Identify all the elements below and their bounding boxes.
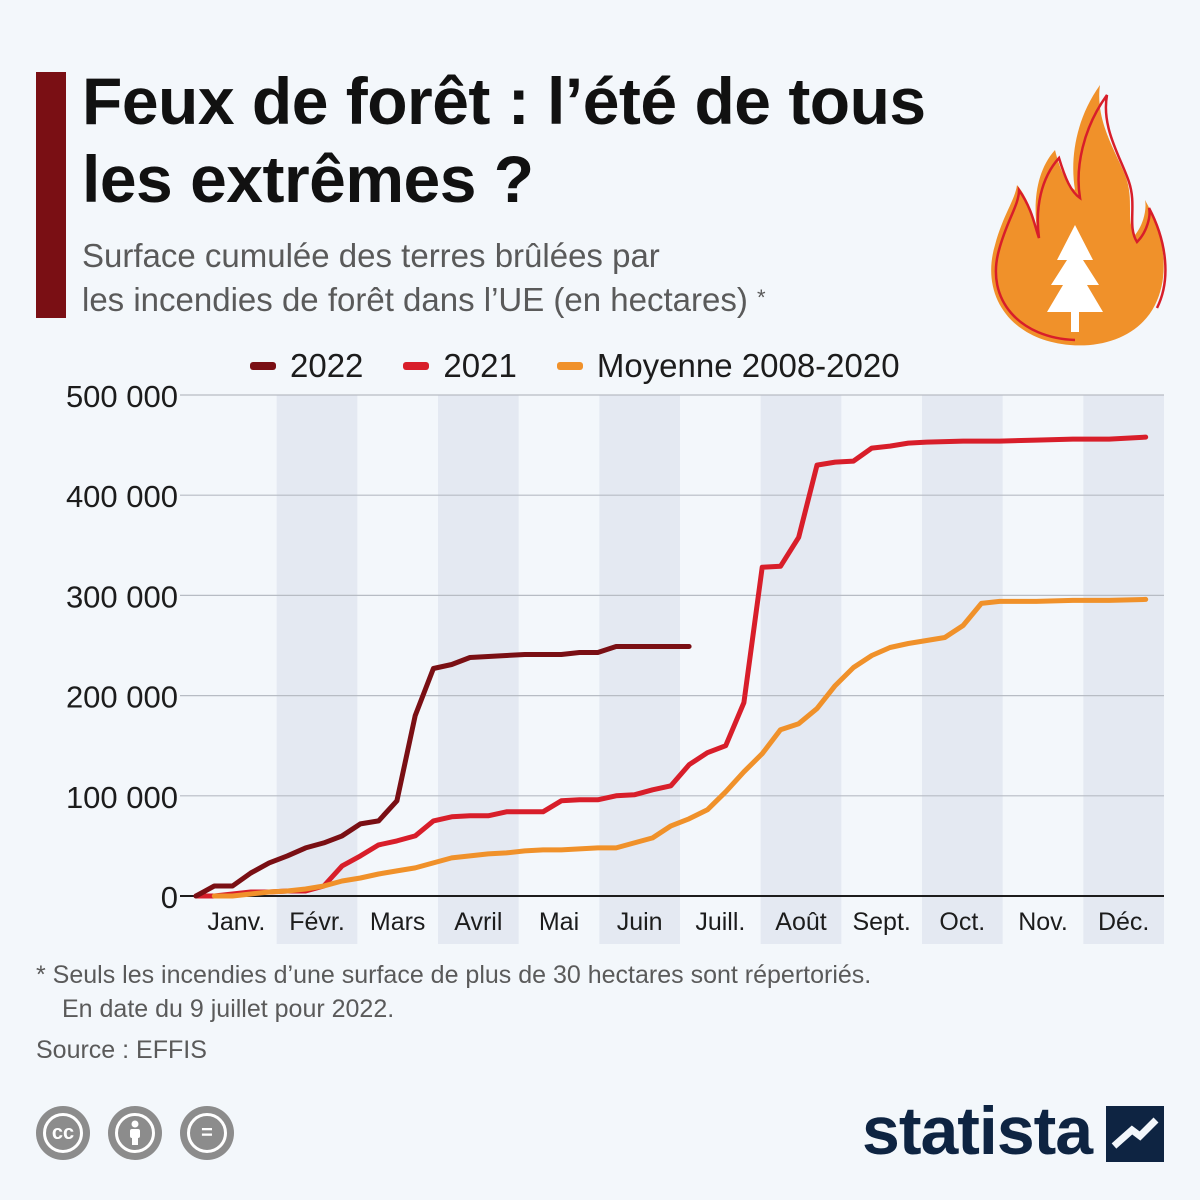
subtitle: Surface cumulée des terres brûlées par l…: [82, 234, 942, 322]
y-tick-label: 300 000: [66, 579, 178, 614]
subtitle-line-1: Surface cumulée des terres brûlées par: [82, 237, 660, 274]
x-tick-label: Nov.: [1018, 908, 1068, 936]
month-band-10: [922, 395, 1003, 944]
legend-item-2021: 2021: [403, 347, 517, 385]
no-derivatives-icon[interactable]: =: [180, 1106, 234, 1160]
footnote: * Seuls les incendies d’une surface de p…: [36, 958, 1156, 1026]
attribution-icon-ring: [115, 1113, 155, 1153]
legend-item-average: Moyenne 2008-2020: [556, 347, 900, 385]
x-tick-label: Oct.: [939, 908, 985, 936]
attribution-icon[interactable]: [108, 1106, 162, 1160]
month-band-12: [1083, 395, 1164, 944]
month-band-4: [438, 395, 519, 944]
x-tick-label: Sept.: [852, 908, 910, 936]
x-tick-label: Mars: [370, 908, 426, 936]
legend-swatch-2022: [250, 362, 276, 370]
x-tick-label: Juill.: [695, 908, 745, 936]
y-tick-label: 0: [161, 880, 178, 915]
legend-swatch-average: [556, 362, 583, 370]
no-derivatives-icon-label: =: [187, 1113, 227, 1153]
legend-swatch-2021: [403, 362, 430, 370]
x-tick-label: Août: [775, 908, 826, 936]
month-band-6: [599, 395, 680, 944]
cc-icon[interactable]: cc: [36, 1106, 90, 1160]
page-title: Feux de forêt : l’été de tous les extrêm…: [82, 64, 926, 216]
legend-item-2022: 2022: [250, 347, 363, 385]
person-icon: [130, 1120, 140, 1145]
x-tick-label: Juin: [617, 908, 663, 936]
subtitle-line-2: les incendies de forêt dans l’UE (en hec…: [82, 281, 748, 318]
x-tick-label: Mai: [539, 908, 579, 936]
y-tick-label: 100 000: [66, 780, 178, 815]
series-line-average: [211, 596, 1149, 899]
x-tick-label: Avril: [454, 908, 502, 936]
x-tick-label: Févr.: [289, 908, 345, 936]
forest-fire-icon: [991, 85, 1167, 346]
footnote-line-2: En date du 9 juillet pour 2022.: [62, 995, 395, 1023]
legend-label-average: Moyenne 2008-2020: [596, 347, 900, 384]
y-tick-label: 400 000: [66, 479, 178, 514]
month-band-8: [760, 395, 842, 944]
license-icons: cc =: [36, 1106, 252, 1160]
x-tick-label: Déc.: [1098, 908, 1149, 936]
legend-label-2021: 2021: [443, 347, 517, 384]
subtitle-footnote-mark: *: [757, 285, 766, 310]
statista-logo-icon[interactable]: [1106, 1106, 1164, 1162]
cc-icon-label: cc: [43, 1113, 83, 1153]
chart-legend: 2022 2021 Moyenne 2008-2020: [250, 344, 940, 388]
footnote-line-1: * Seuls les incendies d’une surface de p…: [36, 961, 872, 989]
title-accent-bar: [36, 72, 66, 318]
line-chart: 0 100 000 200 000 300 000 400 000 500 000 Janv…: [66, 380, 1164, 944]
series-line-2021: [193, 434, 1149, 899]
x-tick-label: Janv.: [207, 908, 265, 936]
legend-label-2022: 2022: [290, 347, 364, 384]
source-text: Source : EFFIS: [36, 1036, 207, 1064]
y-tick-label: 500 000: [66, 380, 178, 414]
series-line-2022: [193, 644, 692, 899]
statista-wordmark[interactable]: statista: [862, 1093, 1093, 1169]
y-tick-label: 200 000: [66, 680, 178, 715]
